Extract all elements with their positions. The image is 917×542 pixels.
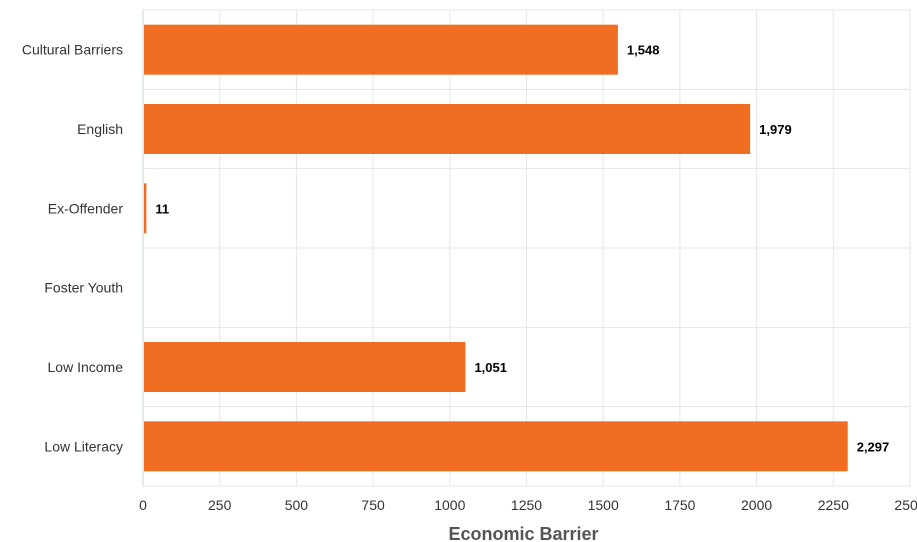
- bar-data-label: 1,051: [474, 360, 507, 375]
- x-tick-label: 2500: [894, 497, 917, 513]
- bar-data-label: 2,297: [857, 439, 890, 454]
- bar[interactable]: [144, 183, 147, 234]
- x-tick-label: 750: [361, 497, 385, 513]
- grid-layer: [142, 9, 911, 487]
- bar[interactable]: [144, 421, 848, 472]
- y-category-label: Low Income: [48, 359, 124, 375]
- x-tick-label: 500: [285, 497, 309, 513]
- x-tick-label: 250: [208, 497, 232, 513]
- x-tick-label: 1500: [588, 497, 619, 513]
- y-category-label: English: [77, 121, 123, 137]
- bar[interactable]: [144, 24, 618, 75]
- bar-data-label: 1,548: [627, 43, 660, 58]
- x-tick-label: 0: [139, 497, 147, 513]
- x-tick-label: 2000: [741, 497, 772, 513]
- label-layer: 0 250 500 750 1000 1250 1500 1750 2000 2250 2500 Cu…: [22, 42, 917, 513]
- bar-data-label: 11: [155, 201, 169, 216]
- x-axis-title: Economic Barrier: [448, 524, 598, 542]
- bar[interactable]: [144, 342, 466, 392]
- bar-layer: [144, 24, 848, 472]
- x-tick-label: 1750: [664, 497, 695, 513]
- x-tick-label: 1250: [511, 497, 542, 513]
- bar[interactable]: [144, 104, 751, 154]
- y-category-label: Low Literacy: [44, 438, 123, 454]
- y-category-label: Cultural Barriers: [22, 42, 123, 58]
- y-category-label: Foster Youth: [44, 280, 123, 296]
- y-category-label: Ex-Offender: [48, 200, 124, 216]
- x-tick-label: 2250: [818, 497, 849, 513]
- bar-data-label: 1,979: [759, 122, 792, 137]
- x-tick-label: 1000: [434, 497, 465, 513]
